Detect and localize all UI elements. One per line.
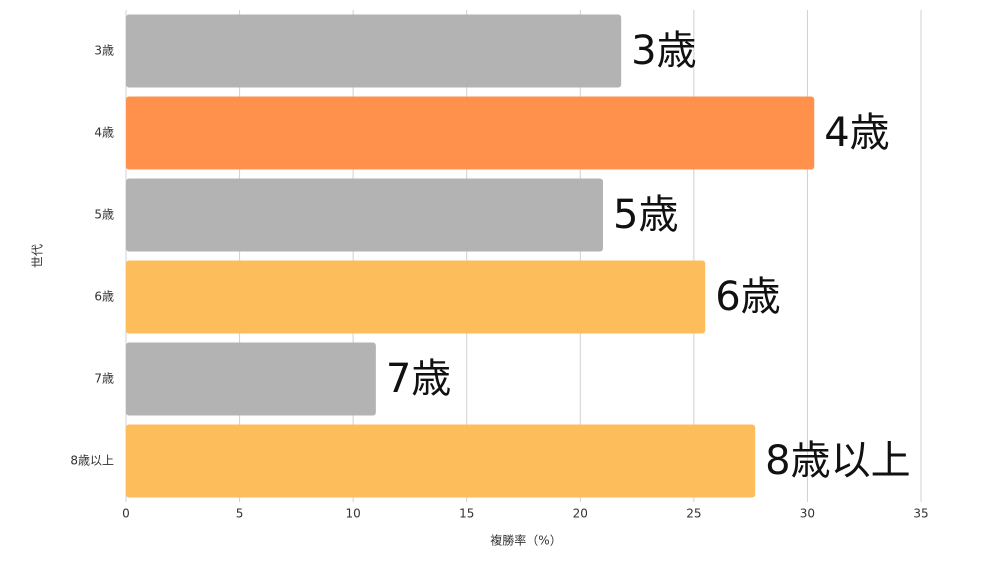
bar-label: 7歳 [386, 356, 451, 402]
bar [126, 260, 706, 334]
y-tick-label: 8歳以上 [70, 454, 114, 468]
y-axis-title: 世代 [31, 244, 45, 268]
bar-label: 8歳以上 [765, 438, 910, 484]
x-tick-label: 10 [346, 507, 361, 521]
bar [126, 14, 622, 88]
bar [126, 96, 815, 170]
bar-label: 3歳 [631, 28, 696, 74]
y-tick-label: 3歳 [94, 44, 114, 58]
bar-label: 4歳 [824, 110, 889, 156]
x-axis-title: 複勝率（%） [490, 533, 561, 548]
y-tick-label: 6歳 [94, 290, 114, 304]
bar-label: 6歳 [715, 274, 780, 320]
x-tick-label: 35 [913, 507, 928, 521]
x-tick-label: 20 [573, 507, 588, 521]
y-tick-label: 7歳 [94, 372, 114, 386]
bar [126, 342, 376, 416]
bar [126, 424, 756, 498]
x-tick-label: 0 [122, 507, 130, 521]
y-tick-label: 4歳 [94, 126, 114, 140]
x-tick-label: 15 [459, 507, 474, 521]
x-tick-label: 30 [800, 507, 815, 521]
y-tick-label: 5歳 [94, 208, 114, 222]
bar-label: 5歳 [613, 192, 678, 238]
bar [126, 178, 603, 252]
x-tick-label: 25 [686, 507, 701, 521]
x-tick-label: 5 [236, 507, 244, 521]
